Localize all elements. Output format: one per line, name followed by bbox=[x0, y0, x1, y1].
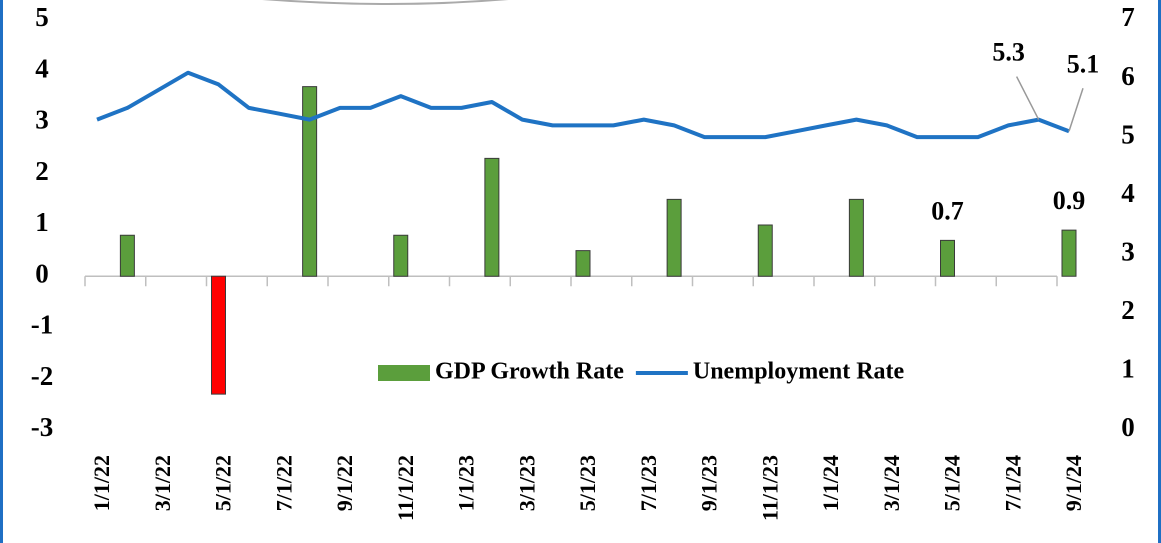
y-tick-label: 1 bbox=[35, 207, 49, 237]
y2-tick-label: 4 bbox=[1121, 178, 1135, 208]
bar bbox=[666, 198, 682, 277]
x-tick-label: 5/1/23 bbox=[575, 455, 600, 511]
y-tick-label: 5 bbox=[35, 2, 49, 32]
x-tick-label: 7/1/23 bbox=[636, 455, 661, 511]
leader-line bbox=[1068, 88, 1084, 132]
data-label: 5.3 bbox=[992, 38, 1025, 67]
x-tick-label: 9/1/24 bbox=[1061, 455, 1086, 511]
bar bbox=[757, 224, 773, 277]
x-tick-label: 11/1/22 bbox=[393, 455, 418, 521]
legend-label: GDP Growth Rate bbox=[435, 359, 624, 385]
y2-tick-label: 6 bbox=[1121, 61, 1135, 91]
x-tick-label: 11/1/23 bbox=[757, 455, 782, 521]
y2-tick-label: 7 bbox=[1121, 2, 1135, 32]
bar bbox=[940, 239, 955, 277]
x-tick-label: 3/1/23 bbox=[514, 455, 539, 511]
y-tick-label: 4 bbox=[35, 53, 49, 83]
bar bbox=[302, 86, 318, 277]
x-tick-label: 5/1/22 bbox=[211, 455, 236, 511]
line bbox=[96, 70, 1070, 140]
bar bbox=[119, 234, 135, 277]
x-tick-label: 9/1/22 bbox=[332, 455, 357, 511]
legend-swatch bbox=[378, 365, 430, 381]
y-tick-label: -1 bbox=[31, 310, 54, 340]
legend-label: Unemployment Rate bbox=[693, 359, 905, 385]
bar bbox=[484, 157, 500, 277]
y2-tick-label: 0 bbox=[1121, 412, 1135, 442]
y-tick-label: 2 bbox=[35, 156, 49, 186]
decoration-arc bbox=[262, 0, 509, 5]
x-tick-label: 3/1/22 bbox=[150, 455, 175, 511]
y2-tick-label: 5 bbox=[1121, 119, 1135, 149]
bar bbox=[211, 275, 226, 395]
y2-tick-label: 2 bbox=[1121, 295, 1135, 325]
x-tick-label: 1/1/22 bbox=[89, 455, 114, 511]
data-label: 5.1 bbox=[1067, 49, 1100, 78]
x-tick-label: 1/1/23 bbox=[454, 455, 479, 511]
leader-line bbox=[1015, 76, 1040, 120]
data-label: 0.9 bbox=[1053, 186, 1086, 215]
x-tick-label: 1/1/24 bbox=[818, 455, 843, 511]
bar bbox=[393, 234, 409, 277]
x-tick-label: 3/1/24 bbox=[879, 455, 904, 511]
bar bbox=[575, 250, 591, 277]
y-tick-label: 0 bbox=[35, 258, 49, 288]
x-tick-label: 5/1/24 bbox=[940, 455, 965, 511]
bar bbox=[848, 198, 864, 277]
x-tick-label: 9/1/23 bbox=[697, 455, 722, 511]
data-label: 0.7 bbox=[931, 196, 964, 225]
x-tick-label: 7/1/22 bbox=[271, 455, 296, 511]
y-tick-label: 3 bbox=[35, 105, 49, 135]
y2-tick-label: 3 bbox=[1121, 236, 1135, 266]
y-tick-label: -3 bbox=[31, 412, 54, 442]
y2-tick-label: 1 bbox=[1121, 354, 1135, 384]
x-tick-label: 7/1/24 bbox=[1000, 455, 1025, 511]
y-tick-label: -2 bbox=[31, 361, 54, 391]
bar bbox=[1061, 229, 1077, 277]
